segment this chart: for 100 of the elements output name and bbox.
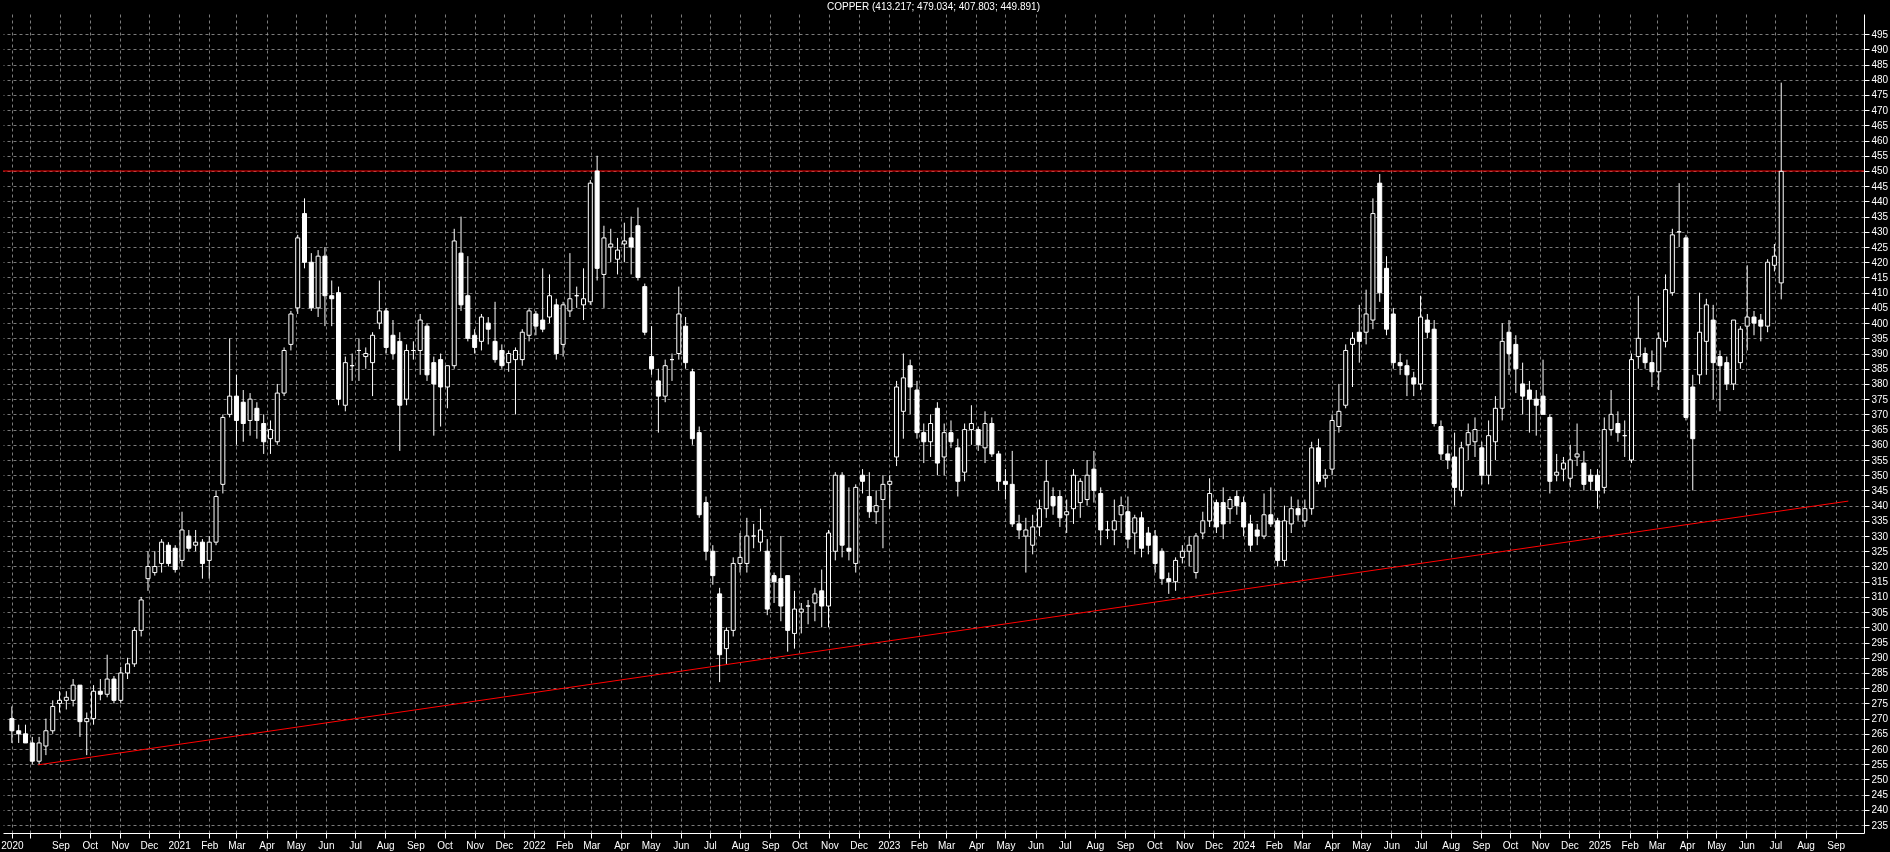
y-tick-label: 350: [1871, 469, 1889, 481]
y-tick-label: 245: [1871, 789, 1889, 801]
y-tick-label: 295: [1871, 637, 1889, 649]
y-tick-label: 285: [1871, 667, 1889, 679]
candlestick: [1111, 499, 1117, 546]
x-tick-label: Oct: [1146, 839, 1163, 851]
candlestick: [1771, 243, 1777, 272]
candlestick: [512, 346, 518, 415]
x-tick-label: Sep: [1116, 839, 1135, 851]
x-tick-label: Apr: [1324, 839, 1342, 851]
y-tick-label: 330: [1871, 530, 1889, 542]
x-tick-label: Apr: [614, 839, 631, 851]
x-tick-label: Nov: [1175, 839, 1194, 851]
candlestick: [165, 541, 171, 567]
candlestick: [1560, 456, 1566, 482]
candlestick: [723, 626, 729, 665]
x-tick-label: Apr: [968, 839, 986, 851]
x-tick-label: Feb: [555, 839, 574, 851]
x-tick-label: Feb: [1621, 839, 1640, 851]
x-tick-label: Aug: [1442, 839, 1461, 851]
x-tick-label: Apr: [1679, 839, 1696, 851]
x-tick-label: Dec: [1205, 839, 1223, 851]
y-tick-label: 440: [1871, 195, 1889, 207]
candlestick: [485, 316, 491, 345]
y-tick-label: 385: [1871, 363, 1889, 375]
candlestick: [907, 359, 913, 415]
y-tick-label: 360: [1871, 439, 1889, 451]
candlestick: [261, 413, 267, 455]
candlestick: [1322, 468, 1328, 488]
y-tick-label: 390: [1871, 348, 1889, 360]
y-tick-label: 355: [1871, 454, 1889, 466]
candlestick: [23, 724, 28, 744]
y-tick-label: 305: [1871, 606, 1889, 618]
x-tick-label: Nov: [111, 839, 130, 851]
candlestick: [1424, 313, 1430, 339]
x-tick-label: Aug: [731, 839, 750, 851]
y-tick-label: 410: [1871, 287, 1889, 299]
candlestick: [1520, 362, 1526, 415]
y-tick-label: 315: [1871, 576, 1889, 588]
x-tick-label: 2021: [168, 839, 192, 851]
x-tick-label: Nov: [466, 839, 485, 851]
candlestick: [621, 222, 627, 263]
candlestick: [1002, 468, 1008, 501]
y-tick-label: 395: [1871, 332, 1889, 344]
x-tick-label: Dec: [140, 839, 159, 851]
x-tick-label: May: [641, 839, 661, 851]
y-tick-label: 260: [1871, 743, 1889, 755]
candlestick: [57, 690, 63, 714]
candlestick: [159, 538, 165, 574]
x-tick-label: Dec: [1560, 839, 1579, 851]
y-tick-label: 415: [1871, 271, 1889, 283]
y-tick-label: 445: [1871, 180, 1889, 192]
y-tick-label: 300: [1871, 621, 1889, 633]
y-tick-label: 400: [1871, 317, 1889, 329]
y-tick-label: 250: [1871, 773, 1889, 785]
x-tick-label: Aug: [1086, 839, 1105, 851]
x-tick-label: 2020: [1, 839, 24, 851]
x-tick-label: Dec: [850, 839, 869, 851]
x-tick-label: Mar: [1648, 839, 1667, 851]
y-tick-label: 420: [1871, 256, 1889, 268]
x-tick-label: Mar: [938, 839, 956, 851]
y-tick-label: 480: [1871, 74, 1889, 86]
candlestick: [547, 273, 552, 324]
x-tick-label: Oct: [792, 839, 808, 851]
x-tick-label: Nov: [1531, 839, 1550, 851]
candlestick: [1594, 468, 1600, 510]
x-tick-label: Feb: [910, 839, 929, 851]
candlestick: [193, 529, 199, 552]
x-tick-label: Feb: [1265, 839, 1284, 851]
candlestick: [1145, 526, 1151, 555]
x-tick-label: May: [1707, 839, 1727, 851]
x-tick-label: Jul: [1769, 839, 1783, 851]
candlestick: [1574, 423, 1580, 467]
candlestick: [928, 413, 934, 458]
candlestick: [805, 599, 811, 625]
candlestick: [444, 365, 450, 409]
x-tick-label: May: [286, 839, 306, 851]
y-tick-label: 460: [1871, 135, 1889, 147]
y-tick-label: 240: [1871, 804, 1889, 816]
y-tick-label: 450: [1871, 165, 1889, 177]
x-tick-label: Jul: [704, 839, 717, 851]
y-tick-label: 235: [1871, 819, 1889, 831]
x-tick-label: Feb: [201, 839, 219, 851]
candlestick: [267, 419, 273, 455]
x-tick-label: Oct: [82, 839, 99, 851]
chart-title: COPPER (413.217; 479.034; 407.803; 449.891): [827, 1, 1040, 12]
y-tick-label: 370: [1871, 408, 1889, 420]
x-tick-label: Jun: [1028, 839, 1045, 851]
candlestick: [615, 237, 621, 275]
x-tick-label: 2022: [523, 839, 546, 851]
candlestick: [363, 346, 369, 370]
y-tick-label: 255: [1871, 758, 1889, 770]
x-tick-label: Jul: [1058, 839, 1072, 851]
x-tick-label: May: [1352, 839, 1372, 851]
y-tick-label: 265: [1871, 728, 1889, 740]
x-tick-label: Mar: [583, 839, 602, 851]
y-tick-label: 310: [1871, 591, 1889, 603]
candlestick: [1179, 544, 1185, 564]
y-tick-label: 495: [1871, 28, 1889, 40]
x-tick-label: 2023: [878, 839, 901, 851]
